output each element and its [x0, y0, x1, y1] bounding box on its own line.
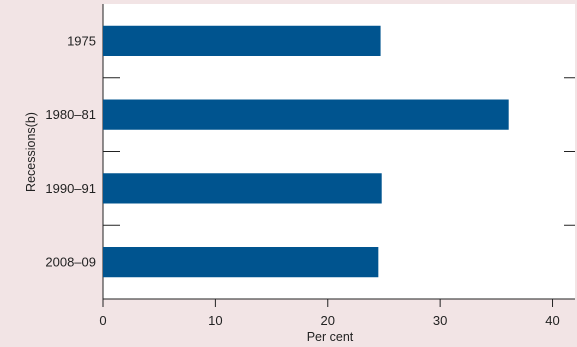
- bars: [103, 25, 509, 278]
- x-tick-label-0: 0: [99, 313, 106, 328]
- x-tick-label-2: 20: [321, 313, 335, 328]
- bar-1: [103, 99, 509, 130]
- y-tick-label-0: 1975: [67, 33, 96, 48]
- bar-3: [103, 247, 379, 278]
- y-axis-title: Recessions(b): [24, 112, 38, 192]
- y-tick-label-2: 1990–91: [45, 181, 96, 196]
- x-tick-label-1: 10: [208, 313, 222, 328]
- y-tick-label-3: 2008–09: [45, 255, 96, 270]
- x-tick-label-4: 40: [545, 313, 559, 328]
- y-tick-labels: 1975 1980–81 1990–91 2008–09: [45, 33, 96, 269]
- bar-2: [103, 173, 382, 204]
- x-tick-label-3: 30: [433, 313, 447, 328]
- y-tick-label-1: 1980–81: [45, 107, 96, 122]
- bar-0: [103, 25, 381, 56]
- x-axis: 0 10 20 30 40: [99, 298, 575, 328]
- x-axis-title: Per cent: [307, 330, 354, 344]
